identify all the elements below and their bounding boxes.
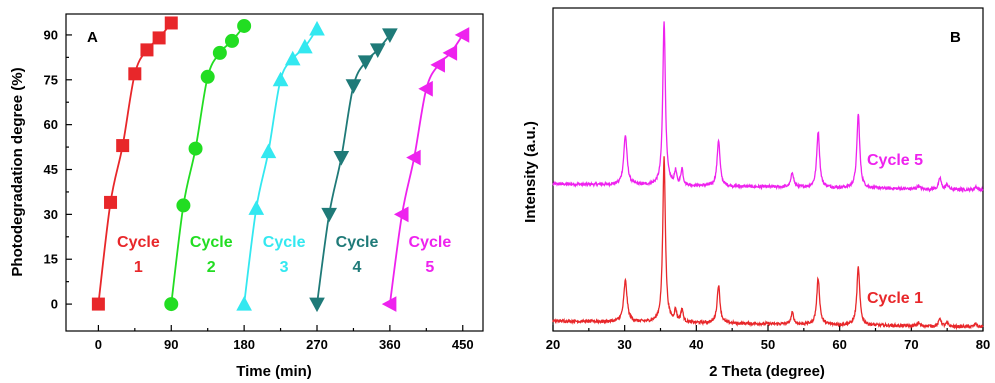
panel-b-series — [552, 21, 984, 331]
panel-a-cycle-label: Cycle — [190, 234, 233, 251]
panel-b-ticks: 20 30 40 50 60 70 80 — [546, 325, 990, 352]
panel-a-square-marker — [128, 67, 142, 81]
panel-a-x-axis-title: Time (min) — [236, 363, 312, 380]
panel-a-series — [91, 16, 470, 313]
panel-a-annotations: Cycle 1 Cycle 2 Cycle 3 Cycle 4 Cycle 5 — [117, 234, 451, 276]
panel-a-triangle-down-marker — [357, 55, 374, 70]
panel-a-y-tick-label: 45 — [44, 162, 58, 177]
panel-a-cycle-number: 3 — [280, 259, 289, 276]
panel-a-cycle-label: Cycle — [336, 234, 379, 251]
panel-a-plot-frame — [65, 13, 484, 332]
panel-a-triangle-up-marker — [272, 71, 289, 87]
panel-b-xrd-pattern — [552, 156, 984, 331]
panel-b-x-tick-label: 30 — [617, 337, 631, 352]
panel-a-triangle-down-marker — [321, 207, 337, 223]
panel-a-circle-marker — [237, 18, 252, 33]
panel-a-square-marker — [116, 139, 130, 153]
panel-b-x-tick-label: 70 — [904, 337, 918, 352]
panel-a-triangle-left-marker — [393, 206, 409, 223]
panel-a-triangle-left-marker — [381, 296, 397, 312]
panel-a-triangle-up-marker — [284, 50, 301, 66]
panel-b-x-tick-label: 40 — [689, 337, 703, 352]
panel-a-triangle-left-marker — [442, 45, 458, 61]
panel-b-plot-frame — [552, 7, 984, 332]
panel-a-square-marker — [152, 31, 166, 45]
panel-a-x-tick-label: 270 — [306, 337, 328, 352]
panel-b-x-tick-label: 20 — [546, 337, 560, 352]
panel-a-square-marker — [91, 297, 105, 311]
panel-a-circle-marker — [224, 33, 239, 48]
panel-a-triangle-up-marker — [236, 296, 252, 311]
panel-a-circle-marker — [164, 297, 179, 312]
panel-b-x-tick-label: 80 — [976, 337, 990, 352]
panel-a-x-tick-label: 90 — [164, 337, 178, 352]
panel-a-cycle-number: 2 — [207, 259, 216, 276]
panel-a-y-tick-label: 15 — [44, 252, 58, 267]
panel-a-triangle-left-marker — [418, 80, 433, 97]
panel-b-y-axis-title: Intensity (a.u.) — [522, 121, 539, 223]
panel-a-series-cycle-2 — [164, 18, 252, 312]
panel-a-y-tick-label: 60 — [44, 117, 58, 132]
panel-a-cycle-number: 5 — [425, 259, 434, 276]
panel-a-cycle-label: Cycle — [409, 234, 452, 251]
panel-a-triangle-up-marker — [260, 143, 277, 159]
panel-a-series-cycle-5 — [381, 27, 470, 312]
panel-a-circle-marker — [212, 45, 227, 60]
panel-a-triangle-left-marker — [406, 149, 421, 166]
panel-a-series-cycle-1 — [91, 16, 178, 311]
panel-a-x-tick-label: 180 — [233, 337, 255, 352]
panel-a-triangle-up-marker — [248, 200, 265, 215]
panel-a-circle-marker — [200, 69, 215, 84]
panel-b-x-tick-label: 50 — [761, 337, 775, 352]
panel-a-circle-marker — [176, 198, 191, 213]
panel-a-triangle-down-marker — [369, 43, 386, 58]
panel-a-x-tick-label: 450 — [452, 337, 474, 352]
panel-a-circle-marker — [188, 141, 203, 156]
panel-a-x-tick-label: 0 — [95, 337, 102, 352]
panel-a-cycle-label: Cycle — [263, 234, 306, 251]
panel-a-series-cycle-4 — [309, 28, 398, 313]
panel-a-triangle-left-marker — [430, 57, 445, 73]
panel-a-square-marker — [104, 195, 118, 209]
panel-a-triangle-down-marker — [345, 79, 362, 94]
panel-b-series-label: Cycle 1 — [867, 290, 923, 307]
panel-a-y-tick-label: 90 — [44, 27, 58, 42]
panel-a-cycle-label: Cycle — [117, 234, 160, 251]
panel-b-xrd-pattern — [552, 21, 984, 194]
panel-a-cycle-number: 1 — [134, 259, 143, 276]
panel-a-triangle-down-marker — [382, 28, 398, 43]
panel-b-x-tick-label: 60 — [832, 337, 846, 352]
panel-a-series-cycle-3 — [236, 20, 325, 311]
panel-a-y-axis-title: Photodegradation degree (%) — [9, 67, 26, 276]
panel-b-letter: B — [950, 29, 961, 46]
panel-b-series-label: Cycle 5 — [867, 152, 923, 169]
panel-a-x-tick-label: 360 — [379, 337, 401, 352]
panel-a-triangle-up-marker — [297, 38, 313, 54]
panel-a-square-marker — [140, 43, 154, 57]
panel-a-triangle-down-marker — [333, 151, 350, 166]
panel-a-triangle-up-marker — [309, 20, 325, 36]
panel-a-y-tick-label: 75 — [44, 72, 58, 87]
panel-a-triangle-down-marker — [309, 297, 325, 313]
panel-a-y-tick-label: 0 — [51, 297, 58, 312]
panel-b-x-axis-title: 2 Theta (degree) — [709, 363, 825, 380]
panel-b-series-labels: Cycle 5 Cycle 1 — [867, 152, 923, 307]
panel-a-cycle-number: 4 — [353, 259, 362, 276]
panel-a-chart: A Time (min) Photodegradation degree (%)… — [9, 13, 484, 380]
panel-a-triangle-left-marker — [454, 27, 470, 43]
panel-a-letter: A — [87, 29, 98, 46]
panel-b-chart: B 2 Theta (degree) Intensity (a.u.) 20 30… — [522, 7, 990, 380]
panel-a-y-tick-label: 30 — [44, 207, 58, 222]
panel-a-square-marker — [164, 16, 178, 30]
